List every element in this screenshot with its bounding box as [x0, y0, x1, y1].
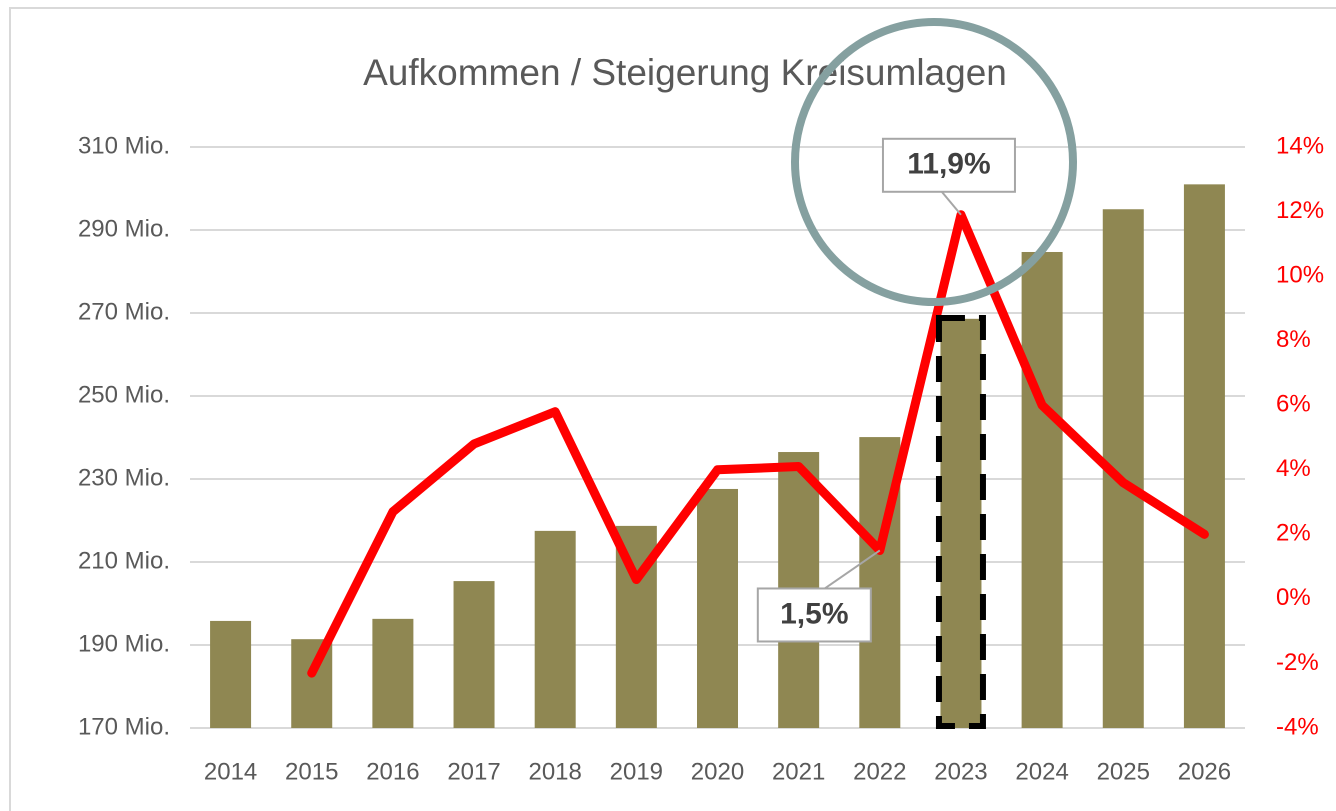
x-tick-label: 2026	[1178, 758, 1231, 785]
x-tick-label: 2022	[853, 758, 906, 785]
bar	[1183, 184, 1225, 729]
y2-tick-label: 4%	[1276, 455, 1311, 482]
y2-tick-label: 8%	[1276, 326, 1311, 353]
y2-tick-label: 0%	[1276, 584, 1311, 611]
bar	[940, 318, 982, 728]
y2-tick-label: 6%	[1276, 391, 1311, 418]
bar	[453, 581, 495, 728]
y2-tick-label: 2%	[1276, 520, 1311, 547]
y2-tick-label: 14%	[1276, 132, 1324, 159]
y2-tick-label: -4%	[1276, 713, 1319, 740]
x-tick-label: 2020	[691, 758, 744, 785]
x-tick-label: 2018	[528, 758, 581, 785]
x-tick-label: 2023	[934, 758, 987, 785]
x-tick-label: 2021	[772, 758, 825, 785]
y2-tick-label: 12%	[1276, 197, 1324, 224]
bar	[1021, 251, 1063, 728]
x-tick-label: 2024	[1015, 758, 1068, 785]
highlight-box	[935, 315, 986, 729]
data-label: 1,5%	[780, 597, 848, 630]
line	[307, 210, 1209, 678]
callout-leader	[940, 190, 962, 216]
x-tick-label: 2016	[366, 758, 419, 785]
y-tick-label: 230 Mio.	[78, 464, 170, 491]
x-tick-label: 2019	[610, 758, 663, 785]
y-tick-label: 290 Mio.	[78, 215, 170, 242]
callout-box	[881, 137, 1016, 193]
y-tick-label: 310 Mio.	[78, 132, 170, 159]
highlight-circle	[791, 18, 1077, 306]
bar	[372, 618, 414, 728]
bar	[697, 488, 738, 728]
bar	[534, 530, 576, 728]
y-tick-label: 250 Mio.	[78, 381, 170, 408]
callout-leader	[824, 549, 881, 590]
y-tick-label: 270 Mio.	[78, 298, 170, 325]
y2-tick-label: -2%	[1276, 649, 1319, 676]
y-tick-label: 190 Mio.	[78, 630, 170, 657]
x-tick-label: 2014	[204, 758, 257, 785]
data-label: 11,9%	[907, 148, 990, 181]
x-tick-label: 2017	[447, 758, 500, 785]
x-tick-label: 2025	[1097, 758, 1150, 785]
y-tick-label: 170 Mio.	[78, 713, 170, 740]
bar	[210, 620, 252, 728]
y2-tick-label: 10%	[1276, 261, 1324, 288]
callout-box	[756, 587, 872, 643]
y-tick-label: 210 Mio.	[78, 547, 170, 574]
x-tick-label: 2015	[285, 758, 338, 785]
chart-title: Aufkommen / Steigerung Kreisumlagen	[363, 52, 1007, 93]
